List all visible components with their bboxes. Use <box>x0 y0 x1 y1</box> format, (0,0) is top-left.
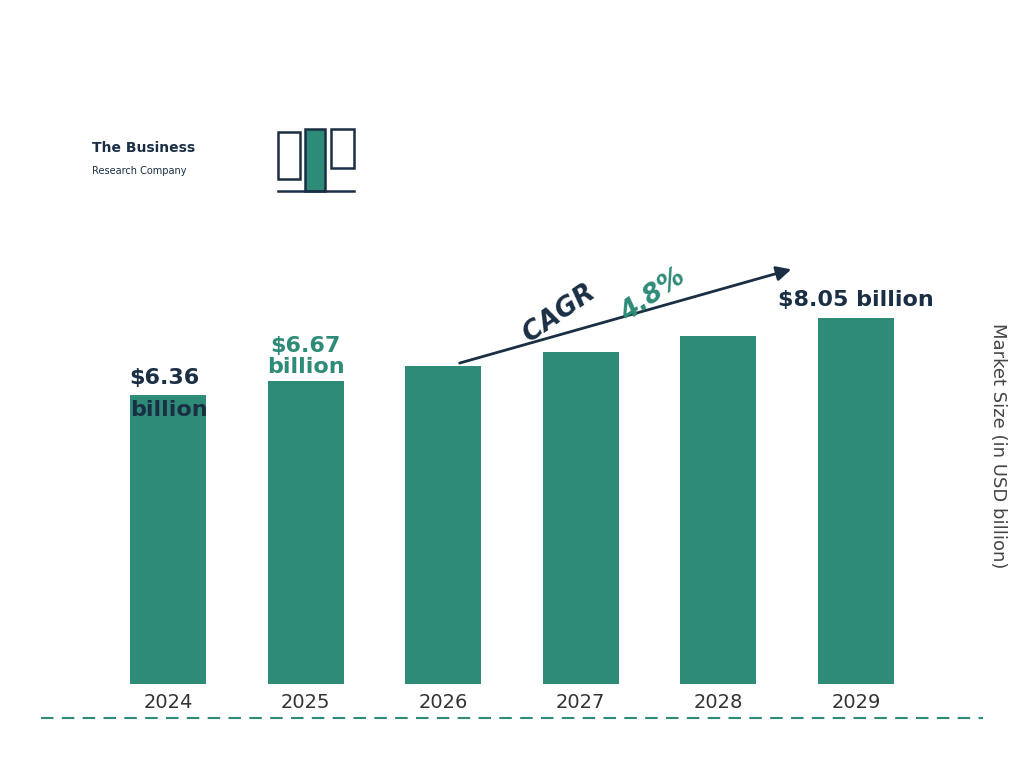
Text: billion: billion <box>130 400 207 420</box>
Text: billion: billion <box>267 357 344 377</box>
Bar <box>268 381 343 684</box>
Bar <box>406 366 481 684</box>
Bar <box>681 336 756 684</box>
Text: The Business: The Business <box>92 141 196 155</box>
Text: 4.8%: 4.8% <box>615 264 690 327</box>
Bar <box>818 319 894 684</box>
Bar <box>543 352 618 684</box>
Bar <box>305 129 326 190</box>
Text: $8.05 billion: $8.05 billion <box>778 290 934 310</box>
Text: CAGR: CAGR <box>519 275 608 349</box>
Bar <box>331 129 354 168</box>
Text: Market Size (in USD billion): Market Size (in USD billion) <box>989 323 1008 568</box>
Text: Research Company: Research Company <box>92 166 186 176</box>
Text: $6.36: $6.36 <box>130 369 200 389</box>
Text: $6.67: $6.67 <box>270 336 341 356</box>
Bar <box>279 131 300 180</box>
Bar <box>130 395 206 684</box>
